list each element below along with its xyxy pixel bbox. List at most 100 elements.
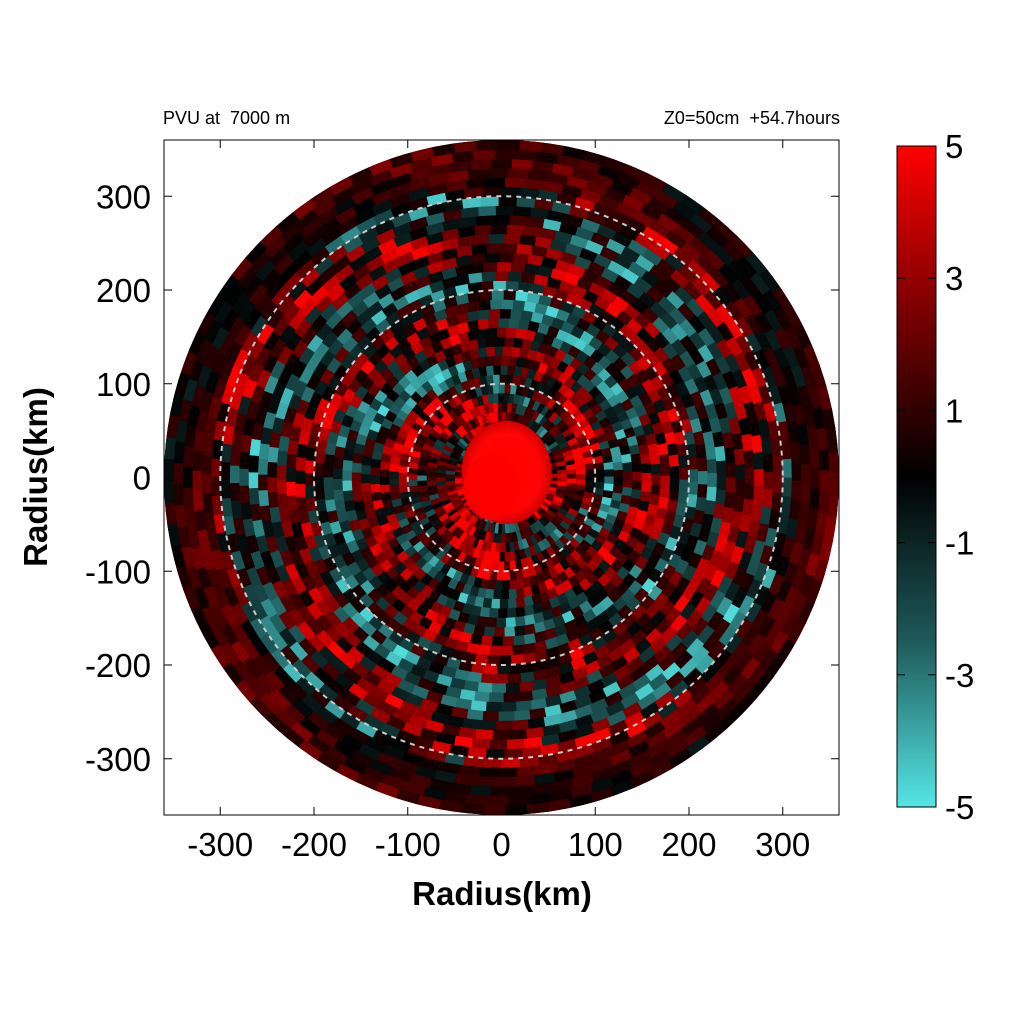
pv-cell — [498, 711, 516, 722]
pv-cell — [490, 570, 498, 581]
pv-cell — [379, 477, 390, 486]
pv-cell — [388, 471, 399, 479]
pv-cell — [398, 466, 409, 474]
pv-cell — [398, 479, 409, 487]
pv-cell — [594, 474, 605, 483]
y-tick-label: 0 — [133, 460, 151, 497]
pv-cell — [407, 468, 418, 476]
pv-cell — [351, 472, 362, 483]
pv-cell — [604, 468, 615, 477]
pv-cell — [763, 471, 774, 490]
pv-cell — [495, 542, 502, 553]
pv-cell — [503, 636, 515, 647]
pv-cell — [498, 383, 505, 394]
pv-cell — [476, 615, 489, 628]
pv-cell — [388, 463, 400, 473]
pv-cell — [491, 683, 507, 694]
pv-cell — [351, 491, 364, 503]
pv-cell — [351, 481, 362, 493]
pv-cell — [612, 484, 624, 494]
pv-cell — [379, 469, 390, 478]
pv-cell — [500, 542, 506, 553]
pv-cell — [509, 214, 528, 226]
pv-cell — [323, 488, 335, 502]
pv-cell — [248, 471, 259, 489]
pv-cell — [487, 579, 497, 591]
pv-cell — [498, 196, 518, 207]
pv-cell — [295, 470, 305, 485]
pv-cell — [192, 490, 204, 512]
pv-cell — [248, 487, 260, 506]
pv-cell — [518, 347, 529, 359]
pv-cell — [476, 318, 489, 330]
pv-cell — [495, 336, 505, 347]
pv-cell — [514, 290, 529, 302]
pv-cell — [173, 463, 184, 486]
pv-cell — [495, 205, 514, 216]
pv-cell — [504, 177, 525, 188]
pv-cell — [639, 452, 652, 464]
pv-cell — [707, 472, 718, 488]
pv-cell — [791, 480, 802, 501]
pv-cell — [499, 552, 506, 563]
pv-cell — [470, 785, 492, 797]
pv-cell — [475, 140, 499, 151]
pv-cell — [474, 691, 491, 703]
pv-cell — [501, 242, 518, 254]
pv-core-inner — [463, 454, 520, 521]
pv-cell — [514, 327, 527, 340]
pv-cell — [313, 462, 325, 476]
pv-cell — [487, 317, 499, 329]
pv-cell — [485, 588, 495, 600]
pv-cell — [493, 355, 502, 366]
pv-cell — [678, 479, 690, 493]
pv-cell — [491, 598, 501, 610]
pv-cell — [622, 478, 634, 488]
pv-cell — [762, 453, 774, 472]
pv-cell — [460, 803, 484, 815]
pv-cell — [332, 489, 345, 502]
pv-cell — [566, 473, 577, 479]
pv-cell — [487, 167, 509, 179]
x-tick-label: -100 — [375, 826, 441, 863]
pv-cell — [304, 472, 315, 487]
pv-cell — [314, 486, 325, 501]
pv-cell — [495, 580, 503, 591]
pv-cell — [622, 461, 633, 472]
pv-cell — [473, 224, 492, 236]
pv-cell — [494, 271, 509, 281]
pv-cell — [611, 491, 623, 502]
pv-cell — [493, 551, 501, 563]
pv-cell — [512, 299, 526, 311]
pv-cell — [470, 700, 488, 712]
pv-cell — [566, 477, 577, 484]
pv-cell — [501, 757, 521, 769]
pv-cell — [612, 461, 624, 471]
pv-cell — [453, 140, 477, 153]
pv-cell — [501, 589, 510, 600]
pv-cell — [285, 453, 297, 469]
pv-cell — [503, 692, 519, 703]
y-tick-label: 100 — [96, 366, 151, 403]
pv-cell — [507, 271, 522, 282]
colorbar-tick-label: 5 — [945, 128, 963, 165]
pv-cell — [504, 336, 515, 348]
pv-cell — [465, 177, 486, 190]
pv-cell — [164, 502, 177, 526]
pv-cell — [515, 243, 533, 255]
pv-cell — [474, 653, 489, 665]
pv-cell — [725, 477, 737, 494]
pv-cell — [483, 626, 496, 637]
pv-cell — [501, 186, 521, 198]
pv-cell — [238, 485, 250, 504]
pv-cell — [477, 205, 496, 217]
pv-cell — [660, 464, 671, 476]
pv-cell — [489, 739, 508, 750]
colorbar-tick-label: -1 — [945, 525, 974, 562]
pv-cell — [650, 483, 661, 496]
pv-cell — [505, 374, 513, 385]
pv-cell — [496, 261, 512, 272]
pv-cell — [483, 569, 492, 581]
pv-cell — [501, 355, 510, 366]
